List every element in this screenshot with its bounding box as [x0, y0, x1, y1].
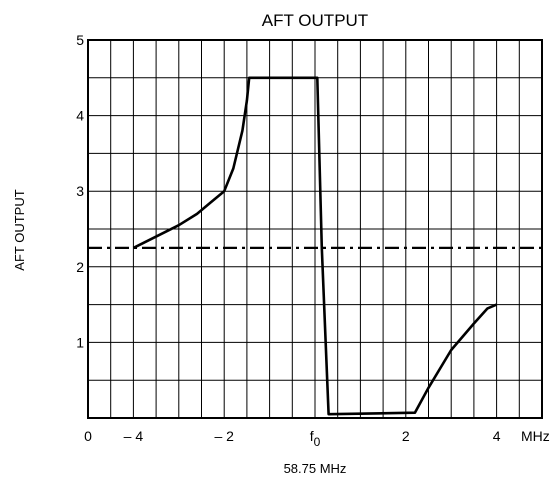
x-tick-label: 0 [84, 428, 92, 444]
y-tick-label: 1 [76, 334, 84, 350]
x-tick-labels: 0 – 4 – 2 f0 2 4 [84, 428, 501, 449]
y-tick-labels: 1 2 3 4 5 [76, 32, 84, 350]
x-tick-label: – 2 [214, 428, 234, 444]
aft-output-curve [132, 76, 498, 416]
series-layer [88, 76, 542, 416]
y-tick-label: 3 [76, 183, 84, 199]
y-axis-label: AFT OUTPUT [12, 189, 27, 270]
x-tick-label: 2 [402, 428, 410, 444]
grid [88, 40, 542, 418]
y-tick-label: 5 [76, 32, 84, 48]
x-tick-label: f0 [310, 428, 321, 449]
y-tick-label: 4 [76, 108, 84, 124]
y-tick-label: 2 [76, 259, 84, 275]
x-tick-label: – 4 [124, 428, 144, 444]
x-tick-label: 4 [493, 428, 501, 444]
x-axis-label: 58.75 MHz [284, 461, 347, 476]
chart-title: AFT OUTPUT [262, 11, 368, 30]
x-tick-subscript: 0 [314, 435, 321, 449]
plot-frame [87, 39, 543, 419]
x-unit-label: MHz [521, 428, 550, 444]
